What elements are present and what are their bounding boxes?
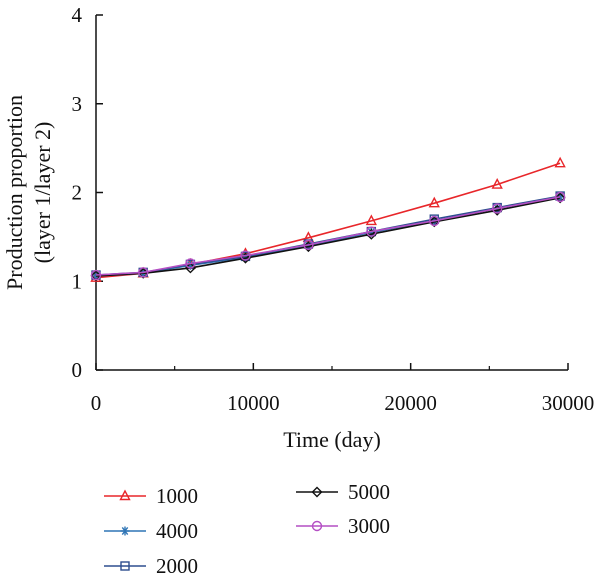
- chart-series: [90, 156, 566, 282]
- x-tick-label: 0: [91, 391, 102, 415]
- series-1000: [90, 156, 566, 282]
- legend-marker: [120, 526, 130, 536]
- data-point: [303, 239, 314, 251]
- series-line: [95, 195, 561, 276]
- series-line: [95, 197, 561, 277]
- y-tick-label: 3: [72, 92, 83, 116]
- legend-item-5000: 5000: [296, 480, 390, 504]
- legend-label: 4000: [156, 519, 198, 543]
- data-point: [185, 258, 196, 269]
- chart-axes: 0 1 2 3 4 0 10000 20000 30000 Time (day) Productio…: [2, 3, 594, 452]
- data-point: [137, 267, 149, 278]
- series-3000: [90, 191, 566, 281]
- data-point: [554, 156, 566, 168]
- legend-label: 2000: [156, 554, 198, 578]
- x-tick-label: 10000: [227, 391, 280, 415]
- legend-marker: [311, 486, 323, 498]
- data-point: [366, 226, 377, 237]
- x-tick-label: 30000: [542, 391, 595, 415]
- data-point: [491, 178, 503, 189]
- data-point: [365, 214, 377, 226]
- x-tick-label: 20000: [384, 391, 437, 415]
- y-tick-label: 1: [72, 269, 83, 293]
- legend-marker: [120, 561, 130, 571]
- data-point: [90, 269, 102, 281]
- legend-marker: [119, 489, 131, 501]
- y-tick-label: 4: [72, 3, 83, 27]
- y-tick-label: 2: [72, 181, 83, 205]
- series-line: [95, 162, 561, 279]
- legend-label: 1000: [156, 484, 198, 508]
- legend-label: 3000: [348, 514, 390, 538]
- data-point: [554, 192, 566, 204]
- legend-marker: [311, 520, 323, 532]
- data-point: [429, 215, 440, 227]
- y-tick-label: 0: [72, 358, 83, 382]
- series-line: [95, 196, 561, 276]
- legend-item-4000: 4000: [104, 519, 198, 543]
- data-point: [428, 196, 440, 208]
- data-point: [492, 203, 503, 214]
- legend-item-2000: 2000: [104, 554, 198, 578]
- legend-label: 5000: [348, 480, 390, 504]
- data-point: [240, 250, 251, 261]
- chart-legend: 1000 4000 2000 5000 3000: [104, 480, 390, 578]
- legend-item-1000: 1000: [104, 484, 198, 508]
- x-axis-label: Time (day): [283, 427, 381, 452]
- y-axis-label-line-1: Production proportion: [2, 95, 27, 290]
- data-point: [554, 191, 566, 203]
- y-axis-label-line-2: (layer 1/layer 2): [30, 122, 55, 264]
- legend-item-3000: 3000: [296, 514, 390, 538]
